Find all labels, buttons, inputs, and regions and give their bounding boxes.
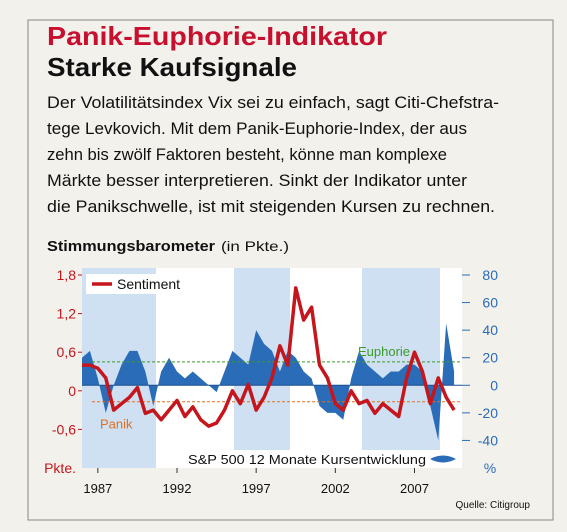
description-line: zehn bis zwölf Faktoren besteht, könne m… bbox=[47, 145, 447, 164]
source: Quelle: Citigroup bbox=[456, 500, 531, 511]
legend-label: Sentiment bbox=[117, 276, 180, 292]
y-unit: Pkte. bbox=[44, 460, 76, 476]
y2-tick-label: 60 bbox=[482, 295, 498, 311]
y2-tick-label: -20 bbox=[478, 405, 498, 421]
legend-swatch bbox=[430, 455, 456, 463]
x-tick-label: 2002 bbox=[321, 481, 350, 496]
subtitle: Starke Kaufsignale bbox=[47, 52, 297, 82]
chart-unit: (in Pkte.) bbox=[221, 238, 289, 254]
y2-tick-label: -40 bbox=[478, 432, 498, 448]
threshold-label: Panik bbox=[100, 417, 133, 432]
x-tick-label: 1997 bbox=[242, 481, 271, 496]
legend-box bbox=[182, 450, 460, 468]
frame bbox=[27, 19, 554, 521]
y2-unit: % bbox=[484, 460, 496, 476]
chart-title: Stimmungsbarometer bbox=[47, 238, 215, 255]
y-tick-label: 0,6 bbox=[57, 344, 77, 360]
sp500-area bbox=[82, 323, 455, 441]
shade-band bbox=[362, 268, 440, 468]
description-line: Märkte besser interpretieren. Sinkt der … bbox=[47, 171, 467, 190]
y2-tick-label: 40 bbox=[482, 322, 498, 338]
y2-tick-label: 20 bbox=[482, 350, 498, 366]
threshold-label: Euphorie bbox=[358, 344, 410, 359]
y2-tick-label: 0 bbox=[490, 377, 498, 393]
y-tick-label: 0 bbox=[68, 383, 76, 399]
description-line: Der Volatilitätsindex Vix sei zu einfach… bbox=[47, 93, 499, 112]
title: Panik-Euphorie-Indikator bbox=[47, 21, 387, 51]
x-tick-label: 2007 bbox=[400, 481, 429, 496]
description-line: die Panikschwelle, ist mit steigenden Ku… bbox=[47, 197, 495, 216]
legend-box bbox=[86, 274, 188, 294]
y-tick-label: 1,8 bbox=[57, 267, 77, 283]
sentiment-line bbox=[82, 286, 456, 428]
y2-tick-label: 80 bbox=[482, 267, 498, 283]
y-tick-label: -0,6 bbox=[52, 421, 76, 437]
description-line: tege Levkovich. Mit dem Panik-Euphorie-I… bbox=[47, 119, 467, 138]
x-tick-label: 1987 bbox=[83, 481, 112, 496]
legend-label: S&P 500 12 Monate Kursentwicklung bbox=[188, 452, 426, 467]
x-tick-label: 1992 bbox=[163, 481, 192, 496]
description: Der Volatilitätsindex Vix sei zu einfach… bbox=[47, 93, 499, 216]
y-tick-label: 1,2 bbox=[57, 306, 77, 322]
